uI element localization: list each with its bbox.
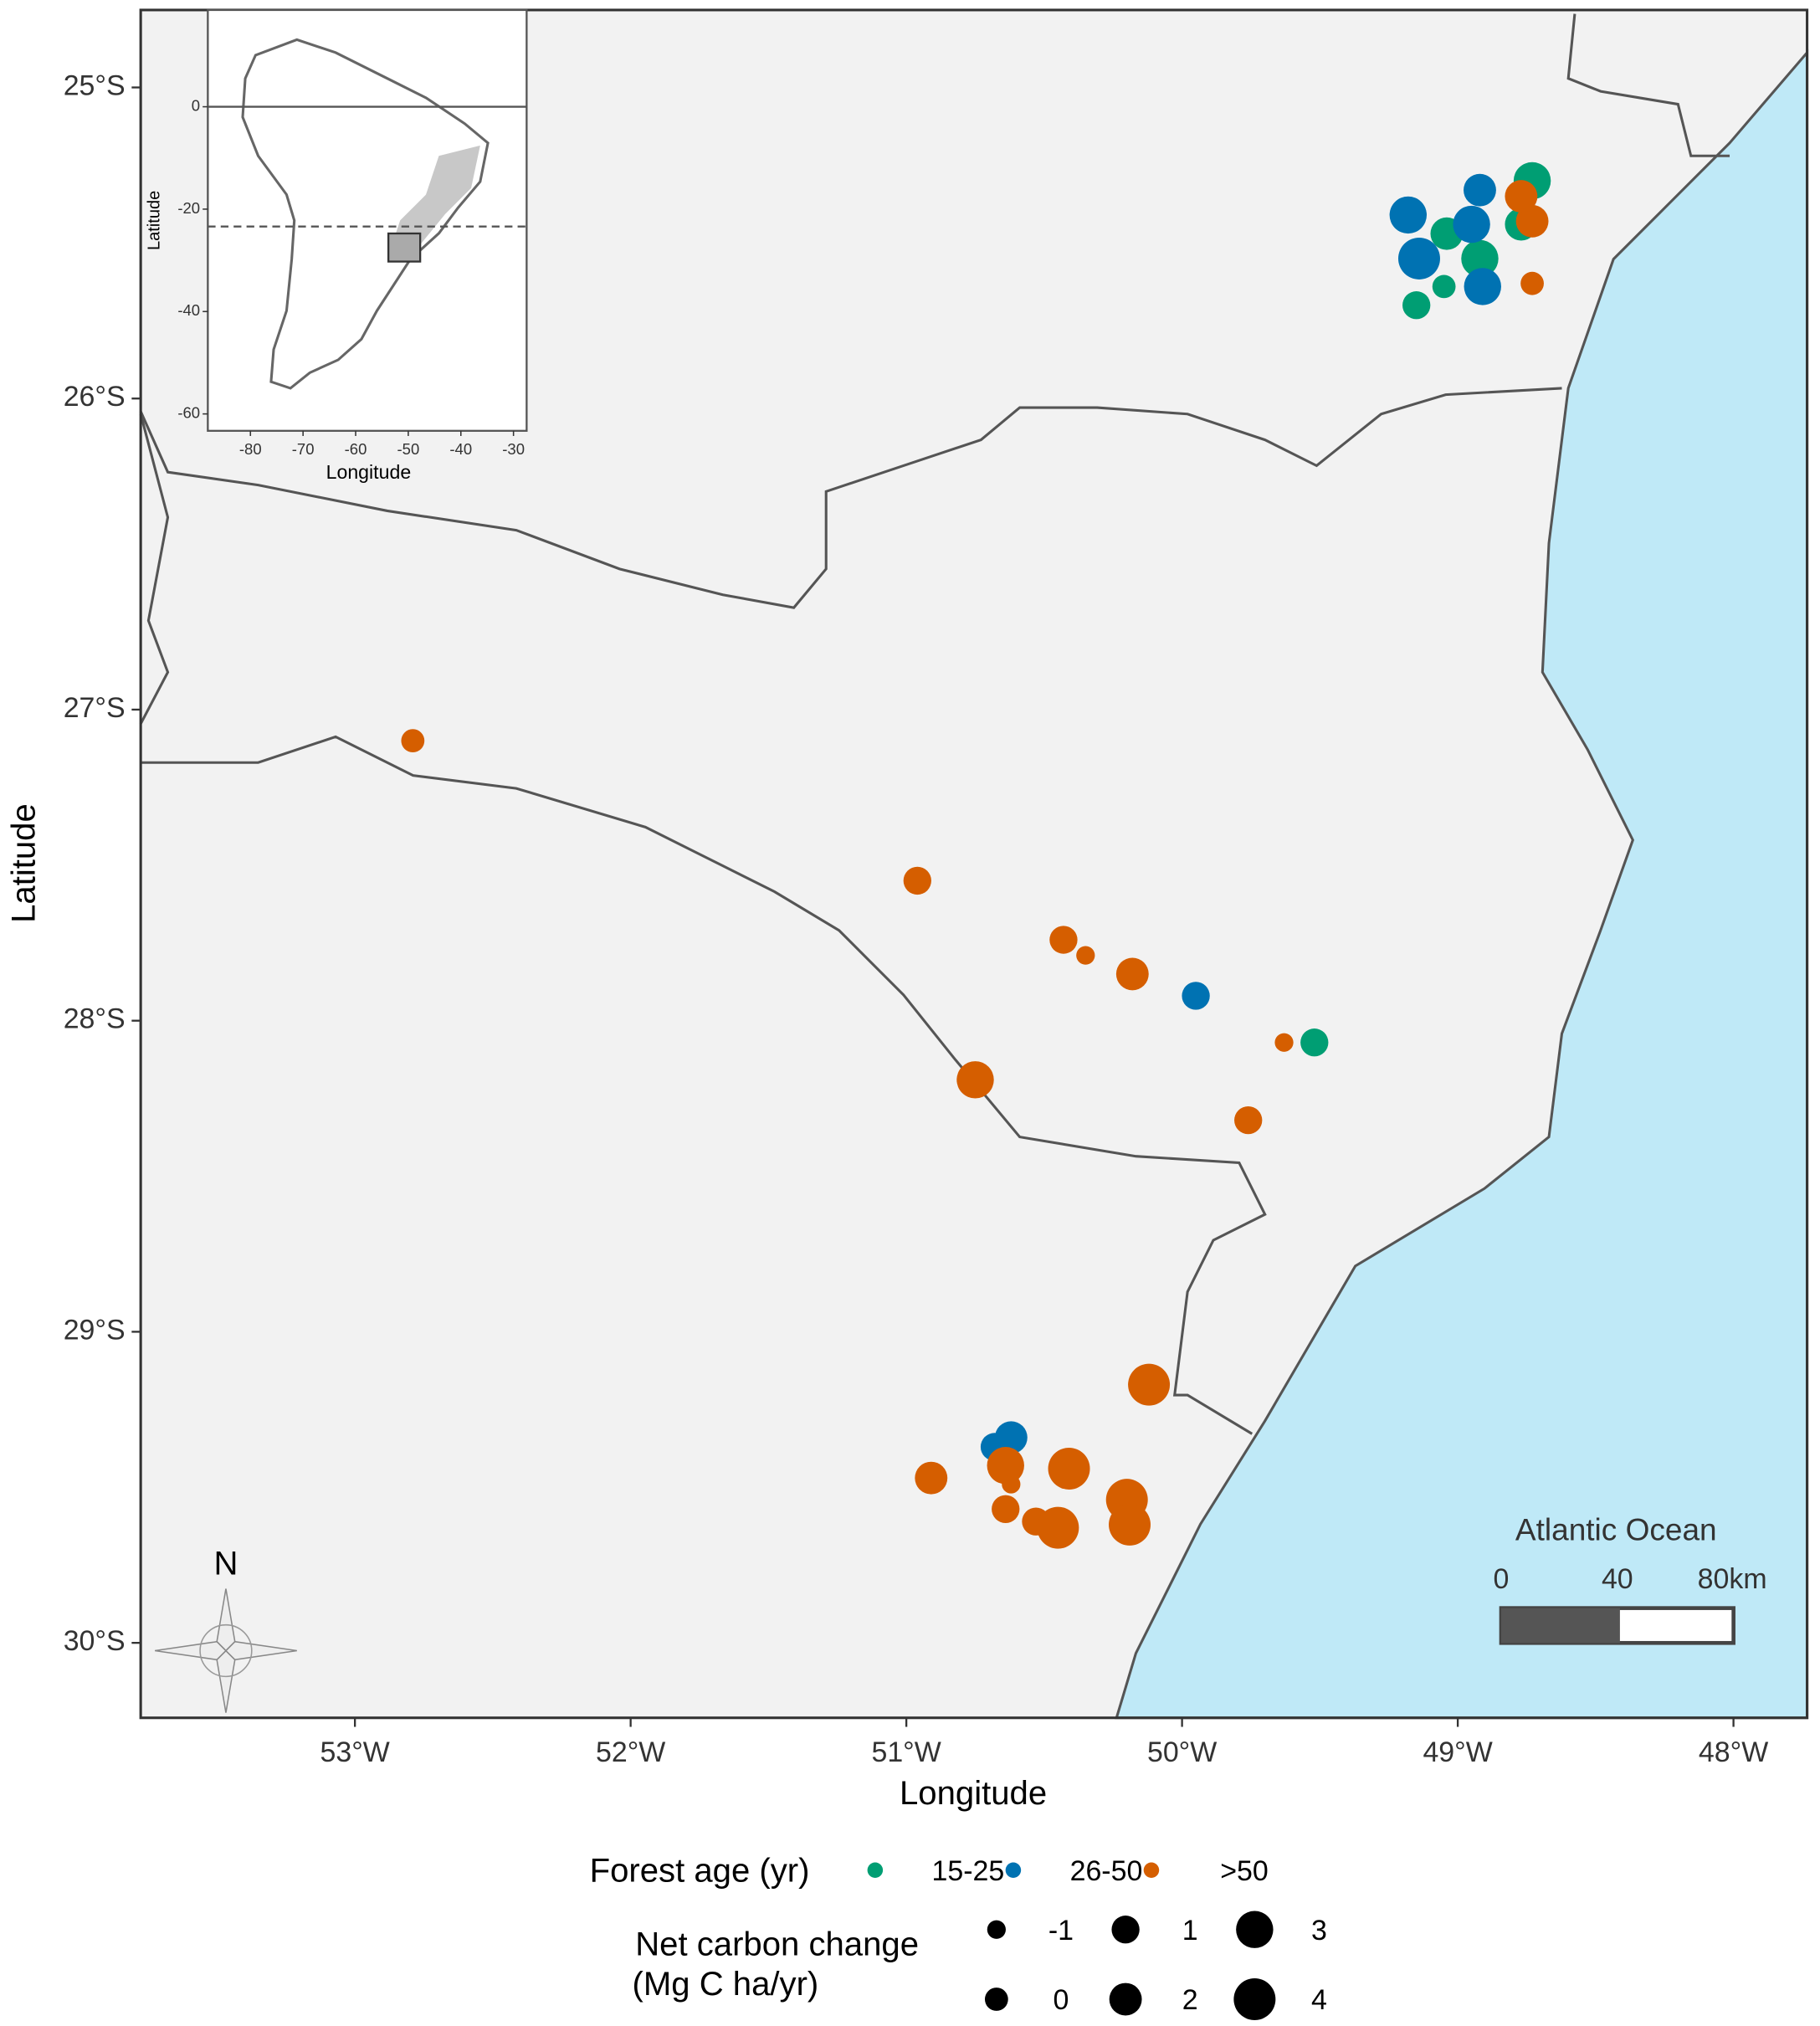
- point: [1049, 926, 1078, 954]
- size-legend-key: [1111, 1916, 1140, 1944]
- point: [1076, 946, 1095, 965]
- point: [1432, 274, 1456, 299]
- size-legend-key: [984, 1988, 1008, 2011]
- point: [903, 866, 931, 895]
- x-tick-label: 52°W: [596, 1736, 665, 1768]
- legend-label: 15-25: [932, 1855, 1005, 1887]
- legend-title: Forest age (yr): [590, 1852, 810, 1889]
- size-legend-label: 1: [1182, 1915, 1198, 1946]
- point: [1389, 196, 1428, 234]
- point: [1182, 982, 1210, 1010]
- x-tick-label: 50°W: [1147, 1736, 1217, 1768]
- point: [1515, 204, 1549, 238]
- point: [992, 1495, 1020, 1523]
- inset-x-axis-title: Longitude: [326, 461, 412, 483]
- inset-x-tick-label: -80: [239, 440, 262, 458]
- point: [1128, 1363, 1171, 1406]
- legend-swatch: [1143, 1862, 1160, 1879]
- inset-study-area: [387, 232, 422, 263]
- point: [401, 729, 425, 753]
- point: [1397, 237, 1440, 280]
- point: [1109, 1503, 1151, 1546]
- inset-y-tick-label: -60: [177, 404, 200, 422]
- y-axis-title: Latitude: [5, 803, 42, 923]
- x-axis-title: Longitude: [900, 1775, 1047, 1812]
- size-legend-title: (Mg C ha/yr): [633, 1966, 819, 2003]
- inset-x-tick-label: -70: [292, 440, 315, 458]
- point: [1464, 173, 1496, 207]
- map-frame: [139, 8, 1809, 1720]
- inset-y-tick-label: -20: [177, 199, 200, 217]
- size-legend-label: 2: [1182, 1984, 1198, 2016]
- x-tick-label: 53°W: [320, 1736, 389, 1768]
- point: [915, 1461, 948, 1495]
- y-tick-label: 25°S: [64, 69, 126, 101]
- size-legend-title: Net carbon change: [635, 1926, 919, 1962]
- point: [1300, 1028, 1329, 1057]
- inset-x-tick-label: -30: [502, 440, 525, 458]
- country-border: [139, 413, 170, 725]
- size-legend-label: 3: [1311, 1915, 1327, 1946]
- point: [1464, 268, 1501, 305]
- scale-label: 40: [1602, 1563, 1633, 1595]
- legend-label: 26-50: [1070, 1855, 1143, 1887]
- inset-y-axis-title: Latitude: [145, 191, 163, 250]
- inset-y-tick-label: -40: [177, 301, 200, 319]
- inset: -80 -70 -60 -50 -40 -30 0 -20 -40 -60 Longitude Lat…: [145, 96, 527, 483]
- legend-label: >50: [1220, 1855, 1269, 1887]
- y-tick-label: 27°S: [64, 692, 126, 724]
- point: [987, 1447, 1024, 1485]
- x-tick-label: 49°W: [1423, 1736, 1492, 1768]
- size-legend-key: [987, 1920, 1006, 1939]
- point: [1037, 1506, 1079, 1549]
- north-label: N: [213, 1545, 238, 1582]
- y-tick-label: 29°S: [64, 1314, 126, 1346]
- ocean-label: Atlantic Ocean: [1515, 1511, 1717, 1546]
- inset-x-tick-label: -40: [449, 440, 472, 458]
- point: [1453, 205, 1490, 244]
- inset-y-tick-label: 0: [192, 96, 200, 114]
- point: [1002, 1475, 1021, 1494]
- y-tick-label: 26°S: [64, 381, 126, 413]
- inset-x-tick-label: -50: [397, 440, 420, 458]
- compass: N: [154, 1545, 297, 1713]
- size-legend-key: [1109, 1982, 1142, 2016]
- legend-swatch: [867, 1862, 884, 1879]
- size-legend-key: [1236, 1911, 1274, 1948]
- point: [1274, 1033, 1294, 1052]
- point: [1402, 291, 1431, 320]
- point: [1115, 957, 1149, 991]
- inset-forest-area: [387, 145, 480, 259]
- point: [1234, 1105, 1263, 1135]
- state-border: [141, 735, 1267, 1435]
- point: [1461, 239, 1499, 278]
- point: [1048, 1447, 1090, 1490]
- x-tick-label: 48°W: [1699, 1736, 1768, 1768]
- borders: [139, 13, 1730, 1435]
- point: [1520, 271, 1544, 295]
- scale-label: 0: [1494, 1563, 1510, 1595]
- scale-label: 80km: [1698, 1563, 1767, 1595]
- ocean: [1115, 49, 1809, 1720]
- y-tick-label: 30°S: [64, 1625, 126, 1657]
- size-legend-label: 0: [1054, 1984, 1069, 2016]
- state-border: [139, 387, 1562, 609]
- inset-x-tick-label: -60: [345, 440, 367, 458]
- point: [1505, 180, 1538, 213]
- scale-bar-fill: [1500, 1608, 1620, 1644]
- point: [956, 1061, 994, 1099]
- y-tick-label: 28°S: [64, 1003, 126, 1035]
- state-border: [1566, 13, 1730, 157]
- x-tick-label: 51°W: [871, 1736, 941, 1768]
- legend-swatch: [1005, 1862, 1022, 1879]
- size-legend-label: -1: [1048, 1915, 1074, 1946]
- size-legend-label: 4: [1311, 1984, 1327, 2016]
- points: [401, 162, 1551, 1549]
- size-legend-key: [1233, 1978, 1276, 2020]
